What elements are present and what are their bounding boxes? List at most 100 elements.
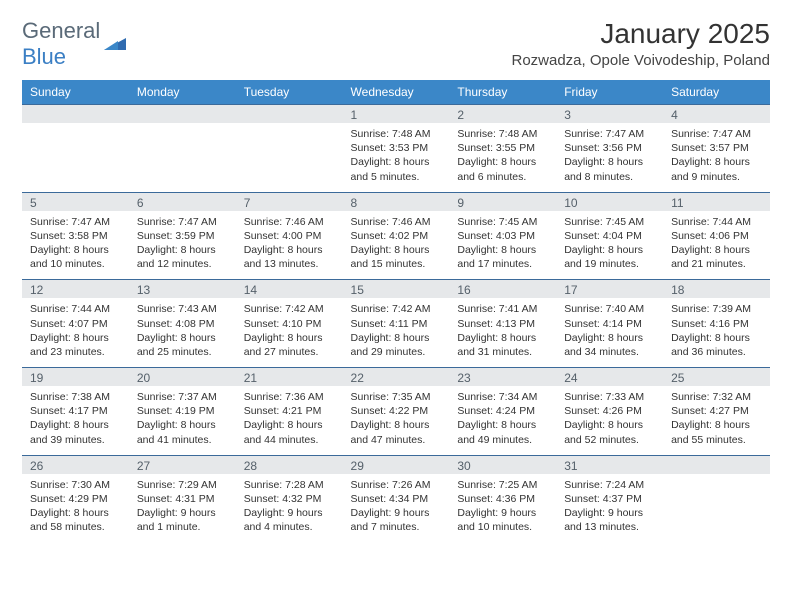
day-data-line: Sunrise: 7:48 AM	[351, 127, 442, 141]
day-data: Sunrise: 7:42 AMSunset: 4:11 PMDaylight:…	[343, 298, 450, 367]
day-data-line: Daylight: 8 hours	[564, 155, 655, 169]
day-data-line: Daylight: 8 hours	[244, 418, 335, 432]
day-data-line: Sunrise: 7:30 AM	[30, 478, 121, 492]
logo-word1: General	[22, 18, 100, 43]
day-data-line: and 36 minutes.	[671, 345, 762, 359]
day-cell: 13Sunrise: 7:43 AMSunset: 4:08 PMDayligh…	[129, 280, 236, 368]
day-data-line: and 25 minutes.	[137, 345, 228, 359]
dayhead-mon: Monday	[129, 80, 236, 105]
day-number: 18	[663, 280, 770, 298]
day-data: Sunrise: 7:34 AMSunset: 4:24 PMDaylight:…	[449, 386, 556, 455]
day-data-line: Daylight: 8 hours	[351, 418, 442, 432]
calendar-body: 1Sunrise: 7:48 AMSunset: 3:53 PMDaylight…	[22, 105, 770, 543]
day-data: Sunrise: 7:37 AMSunset: 4:19 PMDaylight:…	[129, 386, 236, 455]
day-cell: 12Sunrise: 7:44 AMSunset: 4:07 PMDayligh…	[22, 280, 129, 368]
day-number: 16	[449, 280, 556, 298]
calendar-page: General Blue January 2025 Rozwadza, Opol…	[0, 0, 792, 560]
title-block: January 2025 Rozwadza, Opole Voivodeship…	[511, 18, 770, 69]
day-data-line: Daylight: 8 hours	[30, 331, 121, 345]
day-data: Sunrise: 7:44 AMSunset: 4:07 PMDaylight:…	[22, 298, 129, 367]
day-data: Sunrise: 7:44 AMSunset: 4:06 PMDaylight:…	[663, 211, 770, 280]
day-number: 31	[556, 456, 663, 474]
day-data-line: and 8 minutes.	[564, 170, 655, 184]
day-number: 11	[663, 193, 770, 211]
day-data: Sunrise: 7:38 AMSunset: 4:17 PMDaylight:…	[22, 386, 129, 455]
day-number	[236, 105, 343, 123]
day-data-line: and 39 minutes.	[30, 433, 121, 447]
day-data-line: and 10 minutes.	[30, 257, 121, 271]
day-data-line: Sunset: 4:14 PM	[564, 317, 655, 331]
day-number: 1	[343, 105, 450, 123]
day-data-line: Sunrise: 7:28 AM	[244, 478, 335, 492]
day-number: 20	[129, 368, 236, 386]
day-data: Sunrise: 7:30 AMSunset: 4:29 PMDaylight:…	[22, 474, 129, 543]
day-data: Sunrise: 7:43 AMSunset: 4:08 PMDaylight:…	[129, 298, 236, 367]
day-data-line: Daylight: 8 hours	[30, 418, 121, 432]
day-data-line: Sunset: 4:34 PM	[351, 492, 442, 506]
day-number: 2	[449, 105, 556, 123]
day-data-line: Sunrise: 7:46 AM	[244, 215, 335, 229]
day-data: Sunrise: 7:48 AMSunset: 3:55 PMDaylight:…	[449, 123, 556, 192]
day-cell: 7Sunrise: 7:46 AMSunset: 4:00 PMDaylight…	[236, 192, 343, 280]
dayhead-sun: Sunday	[22, 80, 129, 105]
day-data-line: Sunset: 4:27 PM	[671, 404, 762, 418]
day-data-line: and 27 minutes.	[244, 345, 335, 359]
day-data-line: and 31 minutes.	[457, 345, 548, 359]
day-data-line: Sunset: 3:55 PM	[457, 141, 548, 155]
day-number: 12	[22, 280, 129, 298]
day-data: Sunrise: 7:25 AMSunset: 4:36 PMDaylight:…	[449, 474, 556, 543]
day-data-line: Daylight: 8 hours	[564, 331, 655, 345]
day-number: 9	[449, 193, 556, 211]
week-row: 5Sunrise: 7:47 AMSunset: 3:58 PMDaylight…	[22, 192, 770, 280]
day-data: Sunrise: 7:42 AMSunset: 4:10 PMDaylight:…	[236, 298, 343, 367]
day-data-line: and 4 minutes.	[244, 520, 335, 534]
day-data-line: Sunset: 4:32 PM	[244, 492, 335, 506]
day-data-line: Sunrise: 7:40 AM	[564, 302, 655, 316]
day-data-line: Daylight: 8 hours	[671, 243, 762, 257]
calendar-table: Sunday Monday Tuesday Wednesday Thursday…	[22, 80, 770, 542]
day-number: 21	[236, 368, 343, 386]
day-data-line: Sunset: 4:04 PM	[564, 229, 655, 243]
day-data-line: Daylight: 8 hours	[351, 155, 442, 169]
day-data-line: Daylight: 8 hours	[30, 506, 121, 520]
day-cell: 20Sunrise: 7:37 AMSunset: 4:19 PMDayligh…	[129, 368, 236, 456]
day-number: 19	[22, 368, 129, 386]
day-data-line: Sunset: 4:29 PM	[30, 492, 121, 506]
day-data-line: Daylight: 8 hours	[137, 418, 228, 432]
day-data: Sunrise: 7:24 AMSunset: 4:37 PMDaylight:…	[556, 474, 663, 543]
day-cell: 24Sunrise: 7:33 AMSunset: 4:26 PMDayligh…	[556, 368, 663, 456]
day-data-line: Sunrise: 7:39 AM	[671, 302, 762, 316]
week-row: 19Sunrise: 7:38 AMSunset: 4:17 PMDayligh…	[22, 368, 770, 456]
day-number: 27	[129, 456, 236, 474]
day-data: Sunrise: 7:45 AMSunset: 4:04 PMDaylight:…	[556, 211, 663, 280]
day-cell: 21Sunrise: 7:36 AMSunset: 4:21 PMDayligh…	[236, 368, 343, 456]
day-data-line: Daylight: 8 hours	[137, 331, 228, 345]
day-data-line: Sunset: 3:56 PM	[564, 141, 655, 155]
day-data-line: and 5 minutes.	[351, 170, 442, 184]
day-data-line: Sunrise: 7:25 AM	[457, 478, 548, 492]
day-data: Sunrise: 7:47 AMSunset: 3:56 PMDaylight:…	[556, 123, 663, 192]
day-data-line: Sunrise: 7:42 AM	[351, 302, 442, 316]
day-data-line: and 13 minutes.	[244, 257, 335, 271]
page-header: General Blue January 2025 Rozwadza, Opol…	[22, 18, 770, 70]
day-data: Sunrise: 7:46 AMSunset: 4:00 PMDaylight:…	[236, 211, 343, 280]
day-data-line: Sunrise: 7:33 AM	[564, 390, 655, 404]
day-data-line: Daylight: 8 hours	[564, 243, 655, 257]
day-cell: 31Sunrise: 7:24 AMSunset: 4:37 PMDayligh…	[556, 455, 663, 542]
day-data-line: Daylight: 8 hours	[351, 331, 442, 345]
day-data: Sunrise: 7:45 AMSunset: 4:03 PMDaylight:…	[449, 211, 556, 280]
day-data-line: and 15 minutes.	[351, 257, 442, 271]
day-data-line: and 13 minutes.	[564, 520, 655, 534]
day-data-line: Sunset: 4:00 PM	[244, 229, 335, 243]
day-data-line: and 34 minutes.	[564, 345, 655, 359]
day-data-line: and 49 minutes.	[457, 433, 548, 447]
day-data-line: and 10 minutes.	[457, 520, 548, 534]
dayhead-sat: Saturday	[663, 80, 770, 105]
day-cell: 26Sunrise: 7:30 AMSunset: 4:29 PMDayligh…	[22, 455, 129, 542]
day-data-line: Sunset: 4:06 PM	[671, 229, 762, 243]
day-number: 29	[343, 456, 450, 474]
day-data-line: Daylight: 8 hours	[457, 331, 548, 345]
day-data-line: Daylight: 8 hours	[457, 418, 548, 432]
day-data: Sunrise: 7:47 AMSunset: 3:58 PMDaylight:…	[22, 211, 129, 280]
logo-word2: Blue	[22, 44, 66, 69]
